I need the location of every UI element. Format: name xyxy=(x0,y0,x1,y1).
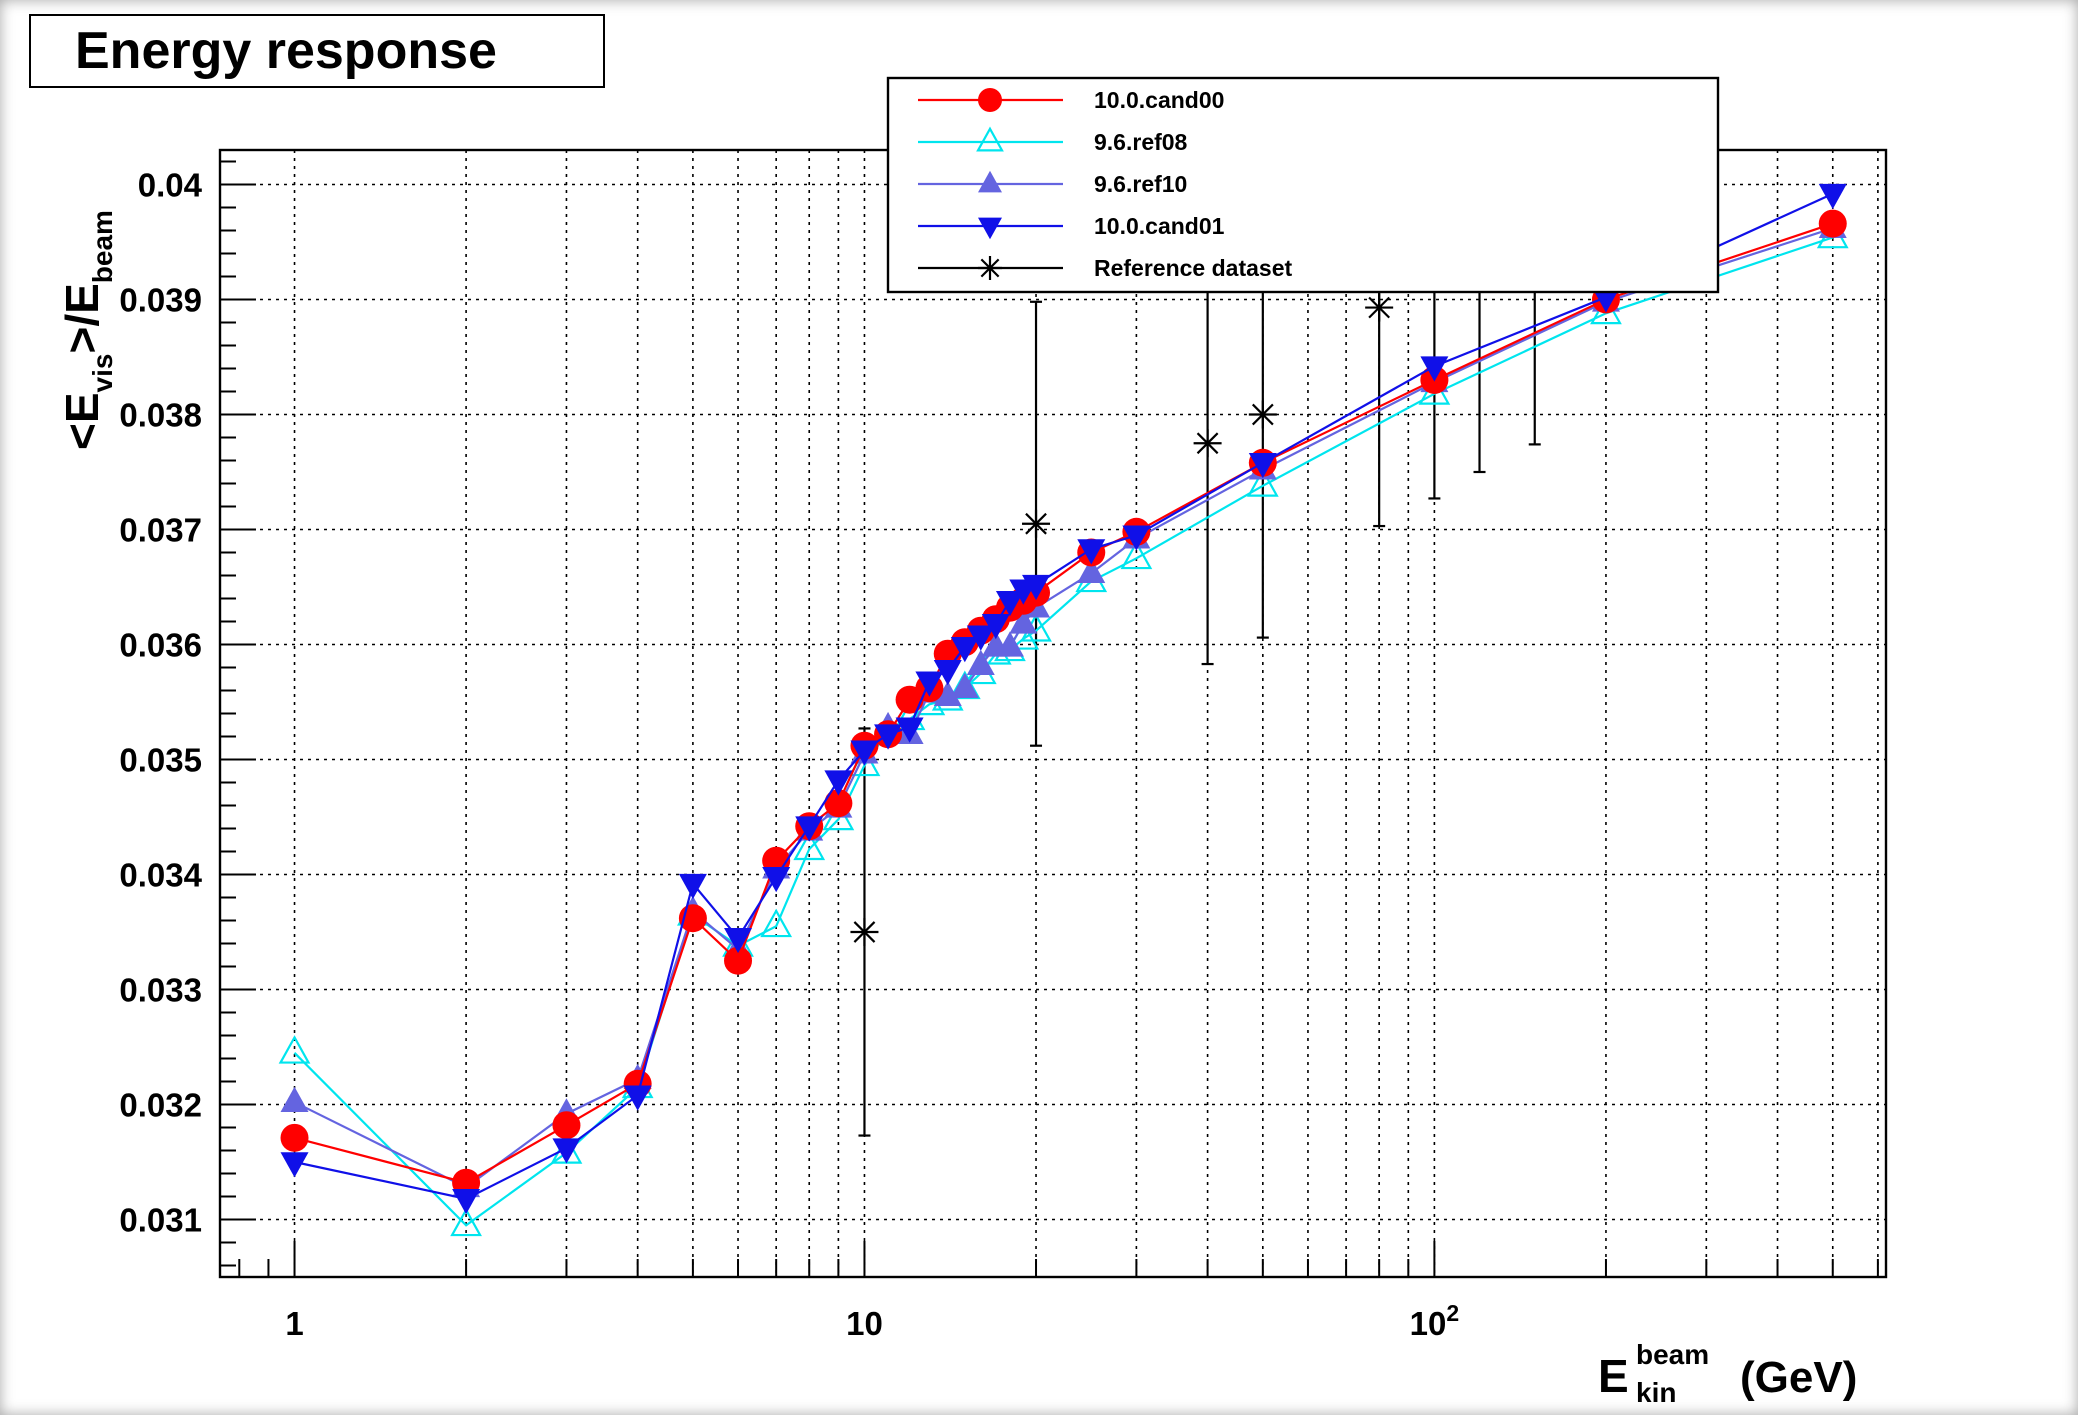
marker-triangle-down xyxy=(678,873,707,900)
legend-label: 9.6.ref08 xyxy=(1094,129,1188,155)
y-tick-label: 0.038 xyxy=(119,397,202,434)
marker-circle xyxy=(552,1111,581,1140)
legend-item: Reference dataset xyxy=(918,255,1292,281)
marker-open-triangle-up xyxy=(1120,540,1153,570)
legend-box xyxy=(886,76,1720,294)
marker-triangle-down xyxy=(623,1085,652,1111)
marker-triangle-down xyxy=(1248,453,1277,479)
marker-open-triangle-up xyxy=(976,126,1004,152)
y-tick-label: 0.037 xyxy=(119,512,202,549)
marker-triangle-down xyxy=(874,724,903,750)
marker-open-triangle-up xyxy=(793,831,826,861)
y-axis-label-part: >/E xyxy=(56,283,108,353)
marker-triangle-down xyxy=(995,591,1024,617)
marker-triangle-up xyxy=(950,672,979,698)
marker-star xyxy=(1022,509,1051,538)
marker-triangle-down xyxy=(824,770,853,796)
marker-star xyxy=(1365,293,1394,322)
marker-star-stroke xyxy=(853,921,876,943)
series-10-0-cand01 xyxy=(280,183,1847,1215)
legend-item: 9.6.ref08 xyxy=(918,126,1188,155)
marker-triangle-down xyxy=(1077,539,1106,565)
x-axis-unit: (GeV) xyxy=(1740,1353,1857,1402)
marker-triangle-down xyxy=(762,867,791,893)
marker-triangle-down xyxy=(1122,525,1151,551)
marker-triangle-down xyxy=(915,671,944,697)
marker-open-triangle-up xyxy=(450,1207,482,1237)
y-axis-label-part: vis xyxy=(87,354,118,393)
marker-triangle-down xyxy=(1022,574,1051,601)
marker-triangle-down xyxy=(895,717,924,743)
marker-triangle-down xyxy=(981,614,1010,640)
marker-triangle-up xyxy=(978,170,1002,193)
marker-star-stroke xyxy=(1025,512,1047,535)
marker-triangle-down xyxy=(850,740,879,766)
y-axis-label-part: beam xyxy=(87,210,118,283)
legend-item: 10.0.cand00 xyxy=(918,87,1224,113)
legend-item: 10.0.cand01 xyxy=(918,213,1225,240)
x-tick-label: 10 xyxy=(846,1305,883,1342)
marker-triangle-down xyxy=(1420,356,1449,382)
marker-triangle-down xyxy=(552,1138,581,1164)
marker-circle xyxy=(280,1123,309,1152)
marker-star xyxy=(978,256,1002,280)
marker-star-stroke xyxy=(980,258,1000,278)
legend-label: 10.0.cand00 xyxy=(1094,87,1224,113)
marker-circle xyxy=(724,946,753,975)
chart-title: Energy response xyxy=(29,14,605,88)
x-axis-label: E xyxy=(1598,1350,1629,1402)
axis-ticks xyxy=(220,160,1879,1277)
legend-label: Reference dataset xyxy=(1094,255,1292,281)
x-tick-label: 1 xyxy=(285,1305,303,1342)
marker-triangle-up xyxy=(280,1086,309,1112)
x-axis-label-sub: kin xyxy=(1636,1377,1676,1408)
marker-star-stroke xyxy=(1368,296,1391,319)
legend-label: 9.6.ref10 xyxy=(1094,171,1187,197)
marker-triangle-down xyxy=(933,660,962,686)
marker-triangle-down xyxy=(950,637,979,663)
y-tick-label: 0.032 xyxy=(119,1087,202,1124)
marker-triangle-down xyxy=(966,625,995,651)
y-tick-label: 0.031 xyxy=(119,1202,202,1239)
marker-triangle-down xyxy=(1818,183,1847,210)
x-tick-label-exponent: 2 xyxy=(1446,1300,1459,1326)
y-tick-label: 0.034 xyxy=(119,857,202,894)
marker-star-stroke xyxy=(1196,432,1219,455)
marker-star-stroke xyxy=(1251,403,1274,426)
y-tick-label: 0.035 xyxy=(119,742,202,779)
marker-triangle-down xyxy=(1591,287,1620,313)
marker-open-triangle-up xyxy=(760,908,793,938)
y-axis-label-part: <E xyxy=(56,392,108,450)
marker-star xyxy=(1248,400,1277,429)
marker-triangle-up xyxy=(1077,557,1106,583)
marker-circle xyxy=(1818,209,1847,238)
marker-triangle-down xyxy=(280,1152,309,1178)
marker-star xyxy=(850,918,879,946)
marker-triangle-up xyxy=(966,649,995,675)
marker-circle xyxy=(824,789,853,818)
legend: 10.0.cand00 9.6.ref08 9.6.ref10 10.0.cand01… xyxy=(886,76,1720,294)
marker-triangle-down xyxy=(452,1189,481,1215)
marker-triangle-up xyxy=(1009,608,1038,634)
plot-area xyxy=(220,150,1886,1277)
marker-star xyxy=(1193,429,1222,458)
y-tick-label: 0.04 xyxy=(138,167,203,204)
marker-triangle-up xyxy=(995,631,1024,657)
marker-triangle-down xyxy=(795,816,824,842)
y-tick-label: 0.036 xyxy=(119,627,202,664)
marker-triangle-up xyxy=(933,680,962,707)
marker-triangle-down xyxy=(978,217,1002,240)
x-tick-label: 102 xyxy=(1410,1300,1460,1342)
marker-open-triangle-up xyxy=(278,1035,311,1064)
marker-triangle-down xyxy=(724,927,753,954)
y-tick-label: 0.033 xyxy=(119,972,202,1009)
y-axis-label: <Evis>/Ebeam xyxy=(56,210,118,450)
legend-item: 9.6.ref10 xyxy=(918,170,1187,197)
marker-open-triangle-up xyxy=(1246,468,1279,497)
y-tick-label: 0.039 xyxy=(119,282,202,319)
x-axis-label-sup: beam xyxy=(1636,1339,1709,1370)
legend-label: 10.0.cand01 xyxy=(1094,213,1225,239)
marker-circle xyxy=(978,88,1002,112)
